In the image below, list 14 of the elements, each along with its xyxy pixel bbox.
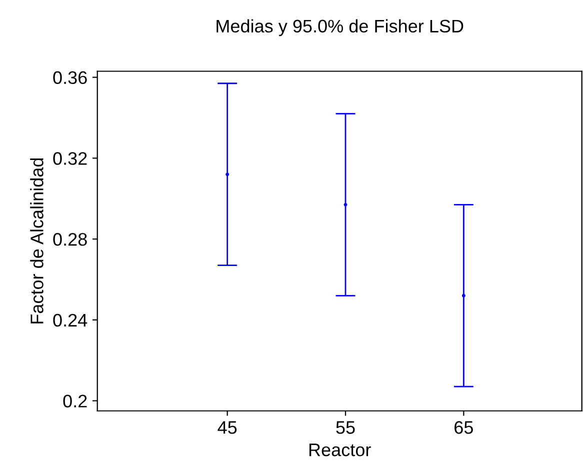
- y-axis-title: Factor de Alcalinidad: [30, 158, 44, 324]
- x-axis-title: Reactor: [309, 444, 371, 456]
- x-tick-label: 45: [218, 421, 237, 434]
- x-tick-label: 55: [336, 421, 355, 434]
- y-tick-label: 0.32: [53, 152, 87, 165]
- y-tick-label: 0.28: [53, 232, 87, 246]
- x-tick-label: 65: [454, 421, 473, 434]
- y-tick-label: 0.2: [63, 394, 87, 408]
- point: [344, 202, 348, 206]
- y-tick-label: 0.24: [53, 314, 88, 327]
- y-tick-label: 0.36: [53, 71, 87, 84]
- chart-title: Medias y 95.0% de Fisher LSD: [216, 19, 464, 36]
- point: [462, 294, 466, 298]
- point: [226, 172, 230, 176]
